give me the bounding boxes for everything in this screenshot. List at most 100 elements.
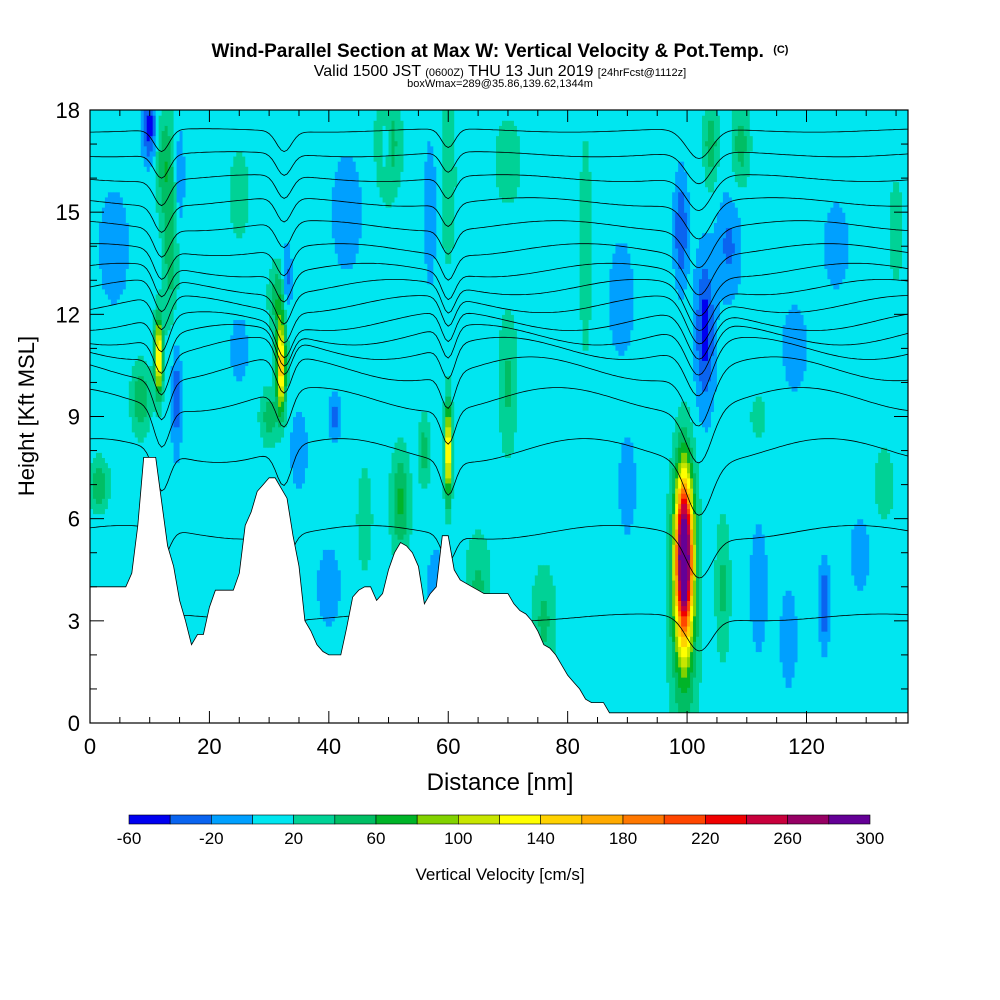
velocity-cell bbox=[367, 110, 372, 479]
velocity-cell bbox=[287, 242, 291, 269]
velocity-cell bbox=[481, 579, 485, 591]
velocity-cell bbox=[334, 406, 339, 428]
velocity-cell bbox=[143, 360, 148, 382]
velocity-cell bbox=[878, 110, 882, 453]
velocity-cell bbox=[722, 191, 727, 239]
velocity-cell bbox=[167, 110, 172, 137]
forecast-info: [24hrFcst@1112z] bbox=[598, 67, 686, 79]
velocity-cell bbox=[693, 513, 697, 545]
velocity-cell bbox=[519, 110, 524, 723]
velocity-cell bbox=[731, 171, 736, 203]
velocity-cell bbox=[119, 293, 124, 723]
velocity-cell bbox=[98, 452, 103, 469]
velocity-cell bbox=[749, 110, 754, 137]
velocity-cell bbox=[155, 309, 160, 321]
velocity-cell bbox=[630, 329, 634, 443]
velocity-cell bbox=[287, 304, 291, 341]
velocity-cell bbox=[591, 110, 596, 723]
velocity-cell bbox=[328, 549, 333, 627]
velocity-cell bbox=[699, 682, 703, 723]
velocity-cell bbox=[158, 309, 163, 321]
velocity-cell bbox=[364, 110, 369, 469]
velocity-cell bbox=[752, 533, 757, 642]
velocity-cell bbox=[666, 110, 670, 494]
velocity-cell bbox=[866, 574, 870, 723]
velocity-cell bbox=[355, 171, 360, 254]
velocity-cell bbox=[448, 493, 452, 510]
velocity-cell bbox=[137, 110, 142, 356]
velocity-cell bbox=[818, 110, 823, 566]
velocity-cell bbox=[746, 110, 751, 178]
velocity-cell bbox=[394, 472, 399, 535]
velocity-cell bbox=[740, 110, 745, 126]
velocity-cell bbox=[525, 110, 530, 723]
velocity-cell bbox=[684, 401, 688, 428]
velocity-cell bbox=[678, 110, 682, 162]
velocity-cell bbox=[699, 110, 703, 239]
velocity-cell bbox=[484, 539, 488, 637]
velocity-cell bbox=[621, 523, 625, 723]
velocity-cell bbox=[624, 242, 628, 351]
isentrope-line bbox=[90, 356, 908, 427]
velocity-cell bbox=[636, 110, 640, 723]
velocity-cell bbox=[113, 110, 118, 193]
velocity-cell bbox=[298, 411, 303, 489]
velocity-cell bbox=[615, 110, 620, 244]
velocity-cell bbox=[645, 110, 649, 723]
velocity-cell bbox=[445, 375, 449, 397]
colorbar-label: Vertical Velocity [cm/s] bbox=[415, 865, 584, 884]
velocity-cell bbox=[334, 110, 339, 172]
velocity-cell bbox=[158, 288, 163, 310]
velocity-cell bbox=[540, 110, 545, 566]
velocity-cell bbox=[445, 482, 449, 494]
velocity-cell bbox=[239, 110, 243, 152]
velocity-cell bbox=[615, 242, 620, 351]
velocity-cell bbox=[149, 166, 154, 367]
velocity-cell bbox=[785, 590, 790, 688]
velocity-cell bbox=[696, 110, 700, 249]
velocity-cell bbox=[460, 110, 464, 723]
velocity-cell bbox=[854, 110, 858, 525]
velocity-cell bbox=[158, 186, 163, 239]
velocity-cell bbox=[382, 110, 387, 126]
velocity-cell bbox=[761, 533, 766, 642]
velocity-cell bbox=[693, 380, 697, 438]
velocity-cell bbox=[842, 278, 846, 723]
velocity-cell bbox=[197, 110, 202, 723]
velocity-cell bbox=[161, 110, 166, 132]
velocity-cell bbox=[242, 319, 246, 377]
velocity-cell bbox=[543, 600, 548, 642]
velocity-cell bbox=[301, 482, 306, 723]
velocity-cell bbox=[442, 498, 446, 566]
velocity-cell bbox=[337, 161, 342, 264]
velocity-cell bbox=[95, 467, 100, 504]
x-tick-label: 0 bbox=[84, 734, 96, 759]
velocity-cell bbox=[675, 477, 679, 489]
velocity-cell bbox=[779, 661, 784, 723]
velocity-cell bbox=[182, 155, 187, 198]
colorbar-tick-label: 220 bbox=[691, 829, 719, 848]
velocity-cell bbox=[630, 268, 634, 331]
velocity-cell bbox=[609, 268, 614, 331]
velocity-cell bbox=[149, 365, 154, 418]
velocity-cell bbox=[478, 110, 482, 530]
velocity-cell bbox=[98, 110, 103, 223]
velocity-cell bbox=[821, 574, 826, 632]
isentrope-line bbox=[90, 197, 908, 240]
velocity-cell bbox=[173, 181, 178, 310]
velocity-cell bbox=[104, 110, 109, 198]
velocity-cell bbox=[722, 237, 727, 254]
velocity-cell bbox=[430, 554, 434, 617]
velocity-cell bbox=[678, 533, 682, 556]
velocity-cell bbox=[284, 293, 288, 310]
velocity-cell bbox=[684, 677, 688, 693]
velocity-cell bbox=[890, 508, 894, 723]
velocity-cell bbox=[749, 620, 754, 723]
velocity-cell bbox=[334, 390, 339, 407]
velocity-cell bbox=[684, 110, 688, 172]
velocity-cell bbox=[684, 605, 688, 612]
velocity-cell bbox=[158, 339, 163, 372]
velocity-cell bbox=[507, 309, 512, 361]
velocity-cell bbox=[657, 110, 661, 723]
velocity-cell bbox=[639, 110, 643, 723]
